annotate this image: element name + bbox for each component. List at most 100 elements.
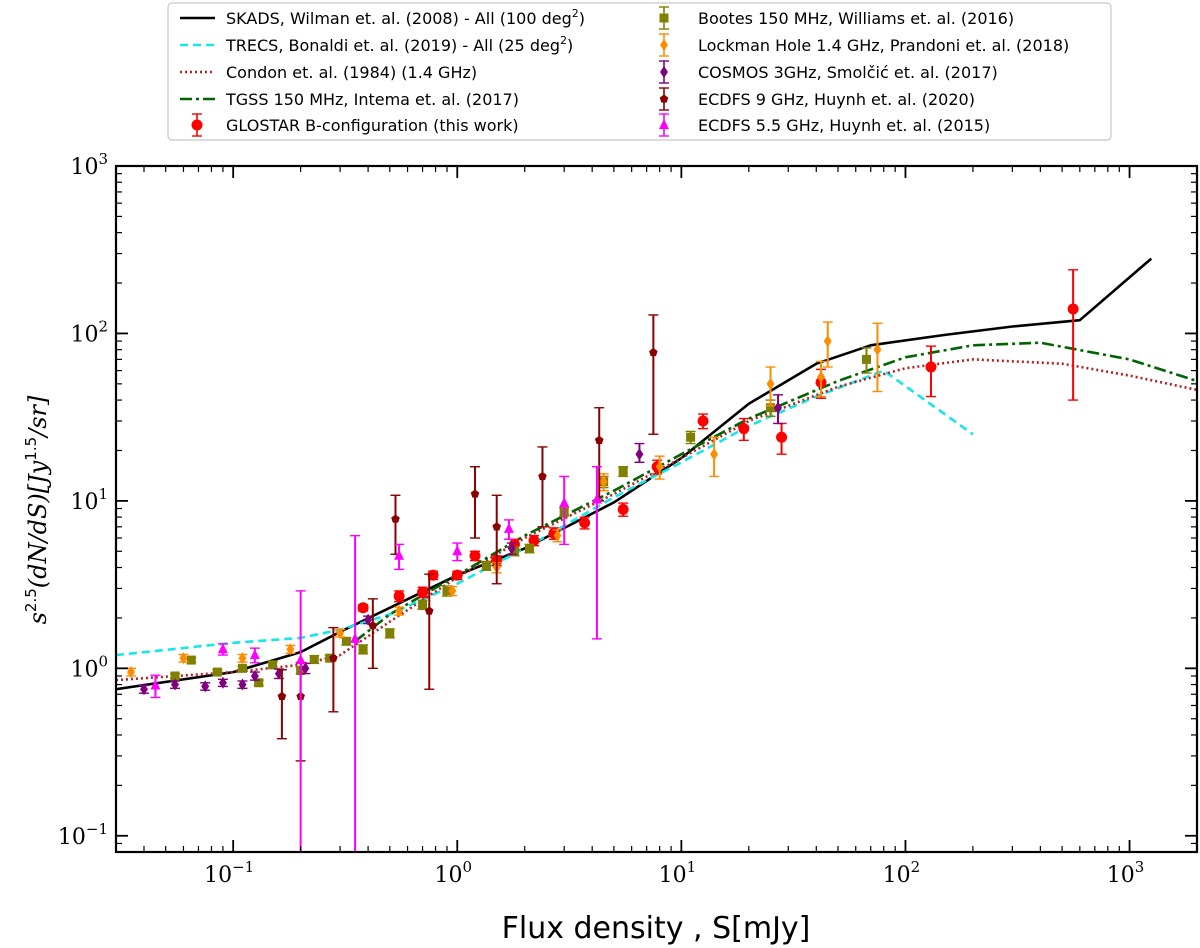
y-axis-title: s2.5(dN/dS)[Jy1.5/sr] [22, 395, 52, 624]
data-point [491, 494, 502, 585]
plot-frame [114, 164, 1199, 854]
data-point [249, 669, 260, 682]
data-point [295, 590, 306, 852]
legend-label: TGSS 150 MHz, Intema et. al. (2017) [225, 90, 519, 109]
legend-marker [191, 119, 203, 131]
x-tick-label: 10−1 [204, 858, 254, 888]
point-marker [481, 561, 491, 571]
series-1 [357, 269, 1079, 614]
point-marker [217, 643, 228, 654]
point-marker [427, 569, 439, 581]
svg-text:s2.5(dN/dS)[Jy1.5/sr]: s2.5(dN/dS)[Jy1.5/sr] [22, 395, 52, 624]
data-point [447, 584, 458, 597]
point-marker [395, 604, 404, 617]
data-point [150, 674, 161, 699]
point-marker [697, 415, 709, 427]
point-marker [1067, 303, 1079, 315]
data-point [506, 542, 517, 555]
data-point [384, 628, 395, 639]
data-point [861, 347, 872, 374]
data-point [169, 671, 180, 681]
point-marker [170, 678, 179, 691]
legend-label: COSMOS 3GHz, Smolčić et. al. (2017) [698, 63, 998, 82]
legend-label: Bootes 150 MHz, Williams et. al. (2016) [698, 9, 1014, 28]
legend-marker [660, 66, 668, 78]
data-point [925, 345, 937, 398]
point-marker [591, 493, 602, 504]
point-marker [179, 652, 188, 665]
x-tick-label: 101 [659, 858, 697, 888]
legend-label: TRECS, Bonaldi et. al. (2019) - All (25 … [225, 34, 573, 55]
point-marker [268, 660, 278, 670]
data-point [417, 586, 429, 599]
legend-marker-swatch [659, 113, 669, 137]
data-point [591, 466, 602, 640]
series-4 [138, 394, 784, 696]
y-tick-label: 103 [70, 150, 108, 180]
data-point [685, 430, 696, 445]
data-point [822, 321, 833, 368]
data-point [738, 417, 750, 442]
legend-marker-swatch [659, 87, 669, 111]
point-marker [301, 662, 310, 675]
data-point [335, 627, 346, 640]
legend-label: GLOSTAR B-configuration (this work) [226, 116, 519, 135]
data-point [765, 366, 776, 407]
point-marker [823, 335, 832, 348]
data-point [524, 543, 535, 554]
point-marker [418, 600, 428, 610]
data-point [503, 519, 514, 540]
data-point [579, 516, 591, 530]
point-marker [139, 683, 148, 696]
legend-marker-swatch [659, 6, 669, 30]
legend-marker-swatch [191, 113, 203, 137]
point-marker [503, 522, 514, 533]
chart-legend: SKADS, Wilman et. al. (2008) - All (100 … [167, 2, 1112, 141]
point-marker [309, 654, 319, 664]
point-marker [238, 678, 247, 691]
data-point [617, 502, 629, 517]
point-marker [295, 654, 306, 665]
point-marker [394, 549, 405, 560]
point-marker [738, 423, 750, 435]
series-5 [276, 314, 659, 762]
point-marker [212, 667, 222, 677]
point-marker [873, 343, 882, 356]
x-tick-label: 103 [1107, 858, 1145, 888]
data-point [178, 652, 189, 665]
point-marker [528, 534, 540, 546]
data-point [1067, 269, 1079, 401]
point-marker [766, 377, 775, 390]
point-marker [635, 448, 644, 461]
y-tick-label: 100 [70, 652, 108, 682]
point-marker [127, 666, 136, 679]
point-marker [201, 680, 210, 693]
data-point [138, 683, 149, 696]
data-point [169, 678, 180, 691]
point-marker [250, 669, 259, 682]
line-skads [116, 257, 1153, 691]
point-marker [357, 602, 369, 614]
data-point [237, 678, 248, 691]
data-point [309, 654, 320, 665]
point-marker [254, 678, 264, 688]
data-point [237, 663, 248, 673]
y-tick-label: 102 [70, 317, 108, 347]
plot-background [116, 166, 1197, 852]
legend-marker-swatch [659, 60, 669, 84]
point-marker [649, 347, 658, 357]
legend-marker [659, 119, 669, 129]
data-point [237, 652, 248, 665]
point-marker [774, 401, 783, 414]
point-marker [448, 584, 457, 597]
data-point [424, 573, 435, 690]
data-point [358, 644, 369, 655]
data-points [126, 269, 1079, 852]
data-point [267, 660, 278, 670]
point-marker [336, 627, 345, 640]
point-marker [617, 503, 629, 515]
series-6 [150, 466, 602, 852]
point-marker [286, 643, 295, 656]
legend-label: Lockman Hole 1.4 GHz, Prandoni et. al. (… [698, 36, 1069, 55]
